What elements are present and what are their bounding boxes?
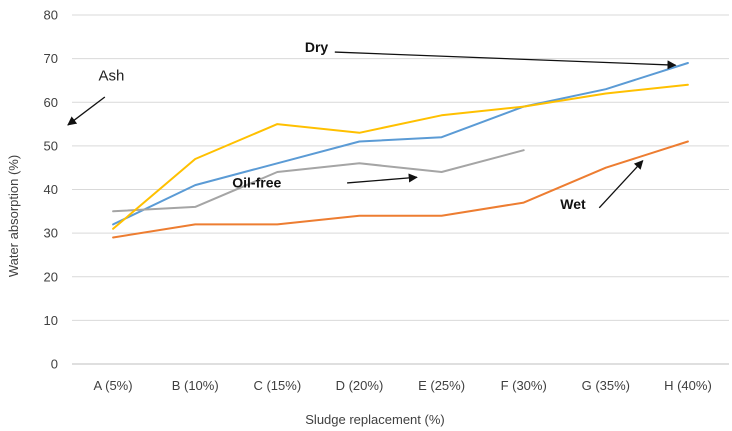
annotation-arrow-wet bbox=[598, 160, 644, 209]
series-lines bbox=[112, 62, 689, 239]
x-tick-label: G (35%) bbox=[582, 378, 630, 393]
annotation-arrow-oil-free bbox=[347, 173, 418, 184]
x-tick-label: C (15%) bbox=[253, 378, 301, 393]
annotation-label-dry: Dry bbox=[305, 39, 329, 55]
y-tick-label: 50 bbox=[44, 138, 58, 153]
x-tick-label: F (30%) bbox=[501, 378, 547, 393]
y-tick-label: 30 bbox=[44, 226, 58, 241]
y-tick-label: 80 bbox=[44, 8, 58, 23]
gridlines bbox=[72, 14, 729, 321]
series-line-dry bbox=[112, 62, 689, 226]
x-tick-label: E (25%) bbox=[418, 378, 465, 393]
y-tick-label: 40 bbox=[44, 182, 58, 197]
y-tick-label: 0 bbox=[51, 357, 58, 372]
y-tick-label: 10 bbox=[44, 313, 58, 328]
y-tick-label: 70 bbox=[44, 51, 58, 66]
y-tick-label: 60 bbox=[44, 95, 58, 110]
x-axis-title: Sludge replacement (%) bbox=[305, 412, 444, 427]
annotations: Dry Ash Oil-free Wet bbox=[67, 39, 677, 212]
annotation-label-oil-free: Oil-free bbox=[232, 174, 281, 190]
annotation-arrow-dry bbox=[334, 51, 677, 70]
series-line-oil-free bbox=[112, 149, 525, 213]
x-tick-label: A (5%) bbox=[94, 378, 133, 393]
axes: 0 10 20 30 40 50 60 70 80 A (5%) B (10%) C (15%) D (… bbox=[44, 8, 729, 393]
annotation-label-ash: Ash bbox=[98, 67, 124, 84]
annotation-arrow-ash bbox=[67, 96, 106, 126]
x-tick-label: H (40%) bbox=[664, 378, 712, 393]
series-line-wet bbox=[112, 140, 689, 239]
annotation-label-wet: Wet bbox=[560, 196, 586, 212]
series-line-ash bbox=[112, 83, 689, 230]
x-tick-label: D (20%) bbox=[336, 378, 384, 393]
y-axis-title: Water absorption (%) bbox=[6, 155, 21, 277]
x-tick-label: B (10%) bbox=[172, 378, 219, 393]
y-tick-label: 20 bbox=[44, 269, 58, 284]
